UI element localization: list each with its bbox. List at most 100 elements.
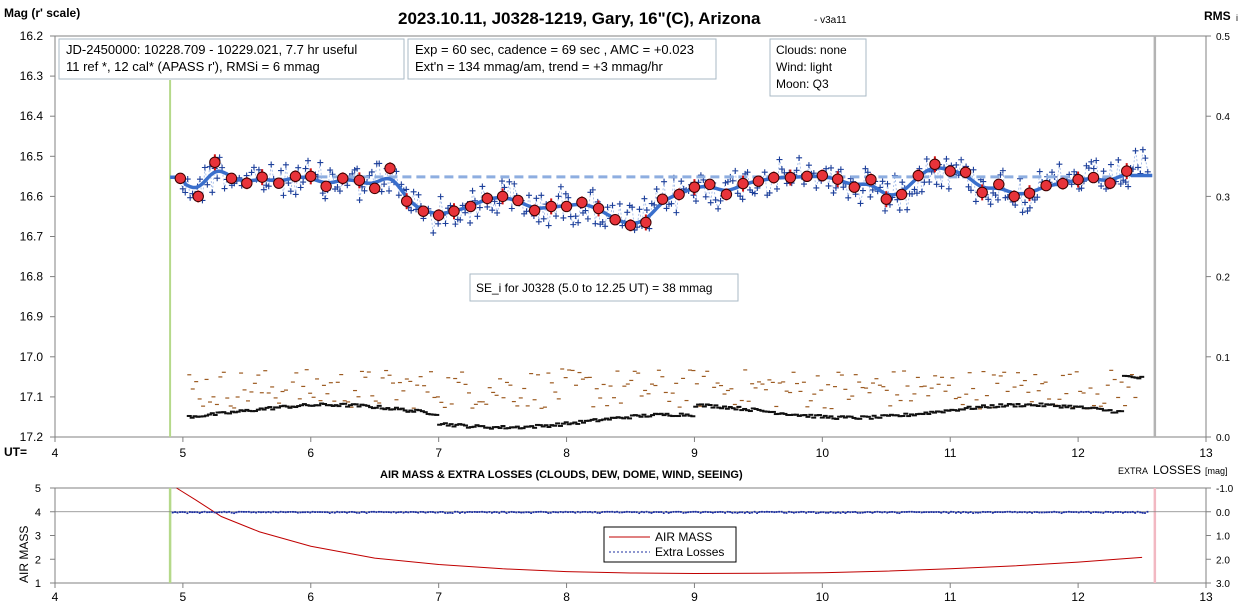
extra-losses-point [967, 511, 970, 514]
measurement-point [1034, 194, 1041, 201]
binned-point [993, 178, 1005, 191]
extra-losses-point [1107, 511, 1110, 513]
measurement-point [692, 198, 699, 205]
measurement-point [268, 161, 275, 168]
y-tick-label: 16.7 [20, 230, 44, 244]
y-axis-title: Mag (r' scale) [4, 6, 80, 20]
extra-losses-point [928, 511, 930, 514]
extra-losses-point [260, 511, 262, 514]
extra-losses-point [1050, 511, 1053, 514]
measurement-point [636, 206, 643, 213]
extra-losses-point [680, 511, 682, 513]
measurement-point [376, 160, 383, 167]
extra-losses-point [1104, 510, 1107, 513]
y-tick-label: 17.1 [20, 390, 44, 404]
extra-losses-point [827, 511, 830, 514]
measurement-point [663, 205, 670, 212]
extra-losses-point [972, 512, 975, 515]
extra-losses-point [594, 510, 596, 513]
measurement-point [992, 192, 999, 199]
measurement-point [302, 165, 309, 172]
measurement-point [641, 195, 648, 202]
extra-losses-point [478, 511, 481, 513]
extra-losses-point [287, 511, 289, 513]
top-axis-ticks: 4 5 6 7 8 9 10 11 12 13 16.2 16.3 16.4 16.5 16.6 16.7 16… [20, 29, 1231, 460]
extra-losses-point [451, 512, 454, 514]
extra-losses-point [1001, 511, 1004, 514]
extra-losses-point [292, 510, 294, 513]
extra-losses-point [734, 511, 736, 514]
measurement-point [501, 184, 508, 191]
extra-losses-point [1131, 510, 1134, 513]
extra-losses-point [628, 511, 631, 513]
extra-losses-point [1021, 511, 1024, 514]
extra-losses-point [719, 510, 722, 513]
extra-losses-point [427, 511, 429, 514]
extra-losses-point [687, 511, 690, 514]
measurement-point [712, 196, 719, 203]
extra-losses-point [910, 510, 913, 513]
bottom-x-tick-label: 10 [816, 590, 830, 604]
measurement-point [479, 183, 486, 190]
measurement-point [476, 204, 483, 211]
extra-losses-point [574, 511, 577, 514]
extra-losses-point [294, 511, 297, 513]
extra-losses-point [429, 511, 432, 513]
binned-point [432, 209, 445, 221]
measurement-point [557, 183, 564, 190]
extra-losses-point [790, 511, 793, 514]
extra-losses-point [778, 510, 781, 513]
extra-losses-point [500, 510, 503, 513]
bottom-x-tick-label: 11 [944, 590, 957, 604]
binned-point [512, 194, 524, 207]
extra-losses-point [616, 510, 618, 513]
binned-point [174, 172, 187, 185]
extra-losses-point [242, 510, 245, 513]
extra-losses-point [1004, 511, 1006, 513]
extra-losses-point [333, 511, 336, 514]
extra-losses-point [959, 512, 962, 514]
extra-losses-point [547, 512, 550, 514]
bottom-y2-tick-label: 3.0 [1216, 579, 1230, 590]
binned-point [464, 200, 477, 213]
measurement-point [494, 209, 501, 216]
extra-losses-point [945, 511, 948, 514]
y2-bottom-title-b: LOSSES [1153, 463, 1201, 477]
extra-losses-point [1075, 511, 1078, 513]
measurement-point [201, 164, 208, 171]
measurement-point [778, 166, 785, 173]
extra-losses-point [920, 511, 923, 514]
extra-losses-point [898, 512, 901, 515]
extra-losses-point [937, 511, 940, 513]
extra-losses-point [1144, 512, 1146, 514]
extra-losses-point [770, 510, 773, 513]
extra-losses-point [709, 511, 712, 514]
extra-losses-point [552, 511, 555, 513]
measurement-point [985, 196, 992, 203]
bottom-x-tick-label: 4 [52, 590, 59, 604]
binned-point [848, 181, 861, 193]
extra-losses-point [355, 511, 358, 514]
rms-markers [186, 368, 1145, 430]
extra-losses-point [748, 512, 751, 515]
measurement-point [732, 167, 739, 174]
measurement-point [1019, 209, 1026, 216]
extra-losses-point [454, 510, 456, 513]
binned-point [400, 195, 413, 207]
extra-losses-point [1129, 511, 1132, 514]
y2-tick-label: 0.4 [1216, 112, 1230, 123]
x-tick-label: 5 [180, 446, 187, 460]
y2-tick-label: 0.5 [1216, 32, 1230, 43]
extra-losses-point [714, 511, 717, 514]
measurement-point [287, 188, 294, 195]
extra-losses-point [493, 511, 496, 513]
extra-losses-point [581, 511, 584, 513]
extra-losses-point [557, 511, 560, 514]
measurement-point [336, 188, 343, 195]
binned-point [1087, 171, 1100, 184]
binned-point [448, 205, 460, 217]
measurement-point [555, 193, 562, 200]
legend-label-airmass: AIR MASS [655, 530, 712, 544]
se-annotation: SE_i for J0328 (5.0 to 12.25 UT) = 38 mm… [476, 281, 712, 295]
measurement-point [562, 190, 569, 197]
